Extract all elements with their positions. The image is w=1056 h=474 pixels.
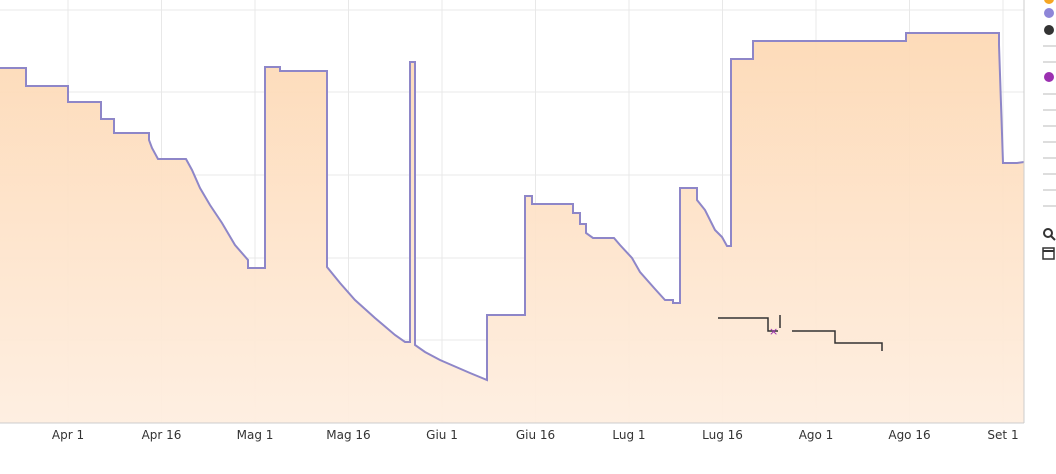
used-price-line [718,315,883,351]
marker: × [769,325,778,338]
x-tick-label: Ago 1 [799,428,834,442]
search-icon[interactable] [1043,228,1056,241]
x-tick-label: Set 1 [987,428,1018,442]
legend [1043,0,1056,207]
x-tick-label: Mag 16 [326,428,370,442]
x-tick-label: Apr 16 [142,428,182,442]
x-tick-label: Giu 1 [426,428,458,442]
x-tick-label: Ago 16 [888,428,930,442]
calendar-icon[interactable] [1042,247,1055,260]
x-tick-label: Apr 1 [52,428,84,442]
price-line [0,32,1025,382]
x-tick-label: Mag 1 [237,428,274,442]
x-tick-label: Giu 16 [516,428,555,442]
x-tick-label: Lug 1 [612,428,645,442]
x-tick-label: Lug 16 [702,428,743,442]
